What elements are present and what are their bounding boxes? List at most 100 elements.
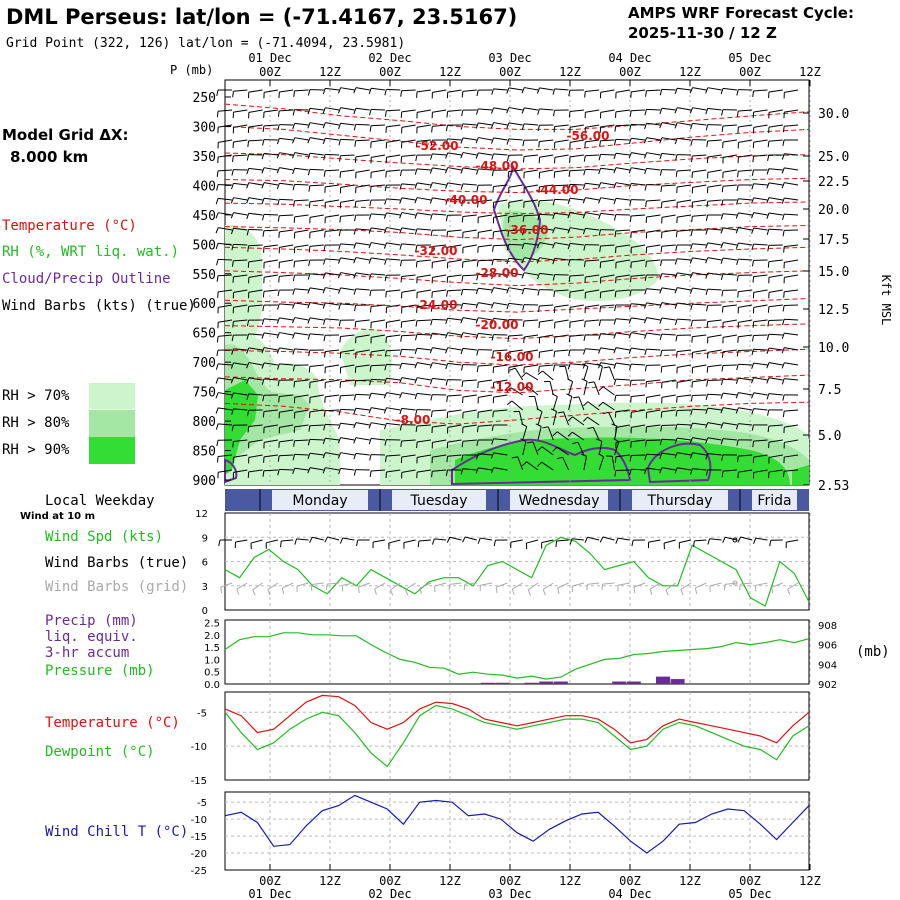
profile-wind-barb-flag: [783, 246, 785, 253]
profile-wind-barb-flag: [691, 155, 693, 162]
profile-wind-barb-flag: [215, 363, 219, 370]
profile-wind-barb: [264, 274, 278, 278]
profile-wind-barb: [340, 154, 355, 157]
profile-wind-barb-flag: [705, 87, 709, 94]
profile-wind-barb: [585, 109, 600, 113]
profile-wind-barb: [631, 229, 646, 233]
profile-wind-barb: [355, 228, 370, 231]
profile-wind-barb: [371, 319, 386, 323]
surface-wind-barb-true: [755, 537, 768, 541]
profile-wind-barb: [534, 396, 539, 411]
profile-wind-barb: [309, 364, 324, 367]
profile-wind-barb-flag: [506, 258, 510, 265]
profile-wind-barb-flag: [781, 167, 785, 174]
profile-wind-barb-flag: [521, 107, 525, 114]
profile-wind-barb: [554, 124, 569, 127]
profile-wind-barb: [248, 212, 263, 216]
profile-wind-barb: [401, 154, 416, 157]
profile-wind-barb-flag: [721, 125, 724, 132]
profile-wind-barb-flag: [522, 140, 525, 147]
dewpoint-line: [224, 704, 810, 768]
profile-wind-barb: [526, 385, 539, 396]
profile-wind-barb-flag: [277, 469, 280, 476]
profile-wind-barb-flag: [659, 137, 663, 144]
profile-wind-barb: [218, 454, 233, 457]
profile-wind-barb-flag: [353, 437, 357, 444]
profile-wind-barb: [493, 272, 508, 276]
profile-wind-barb-flag: [550, 408, 557, 412]
profile-wind-barb: [738, 319, 753, 323]
top-hour-label: 00Z: [619, 65, 641, 79]
profile-wind-barb: [416, 182, 431, 186]
profile-wind-barb: [279, 137, 294, 141]
profile-wind-barb: [600, 212, 615, 216]
profile-wind-barb: [263, 409, 278, 412]
profile-wind-barb-flag: [353, 453, 357, 460]
profile-wind-barb: [631, 454, 646, 457]
profile-wind-barb: [432, 109, 447, 113]
profile-wind-barb-flag: [491, 170, 494, 177]
profile-wind-barb-flag: [629, 455, 632, 462]
profile-wind-barb: [340, 243, 355, 246]
profile-wind-barb: [417, 377, 431, 381]
profile-wind-barb: [294, 214, 309, 218]
profile-wind-barb: [233, 139, 248, 143]
profile-wind-barb: [677, 272, 692, 276]
profile-wind-barb: [325, 229, 340, 232]
profile-wind-barb-flag: [307, 467, 311, 474]
profile-wind-barb-flag: [353, 288, 357, 295]
profile-wind-barb: [416, 89, 431, 93]
profile-wind-barb: [585, 274, 600, 278]
profile-wind-barb: [355, 257, 370, 261]
profile-wind-barb: [263, 378, 278, 381]
profile-wind-barb: [784, 124, 799, 127]
isotherm-line: [224, 246, 810, 263]
profile-wind-barb: [600, 153, 615, 156]
profile-wind-barb: [248, 139, 263, 142]
profile-wind-barb: [279, 439, 294, 443]
profile-wind-barb-flag: [613, 332, 617, 339]
profile-wind-barb-flag: [431, 126, 433, 133]
profile-wind-barb: [722, 364, 737, 367]
profile-wind-barb-flag: [445, 138, 449, 145]
surface-wind-barb-true-flag: [477, 537, 481, 544]
profile-wind-barb: [371, 392, 386, 396]
profile-wind-barb-flag: [720, 438, 724, 445]
profile-wind-barb-flag: [292, 123, 296, 130]
profile-wind-barb-flag: [583, 169, 586, 176]
profile-wind-barb-flag: [399, 243, 403, 250]
profile-wind-barb: [784, 274, 799, 278]
profile-wind-barb-flag: [369, 454, 372, 461]
profile-wind-barb: [279, 167, 294, 171]
profile-wind-barb: [631, 303, 646, 306]
profile-wind-barb-flag: [614, 395, 617, 402]
profile-wind-barb: [570, 139, 584, 143]
profile-wind-barb: [615, 152, 630, 156]
profile-wind-barb: [554, 242, 569, 246]
profile-wind-barb-flag: [445, 347, 449, 354]
profile-wind-barb: [600, 182, 615, 186]
height-tick-label: 10.0: [818, 341, 849, 356]
profile-wind-barb: [600, 167, 615, 171]
profile-wind-barb-flag: [675, 170, 678, 177]
profile-wind-barb-flag: [629, 380, 632, 387]
forecast-cycle-label: AMPS WRF Forecast Cycle:: [628, 4, 854, 22]
profile-wind-barb-flag: [720, 407, 724, 414]
profile-wind-barb: [587, 401, 600, 411]
profile-wind-barb: [447, 259, 462, 263]
profile-wind-barb: [723, 154, 737, 158]
profile-wind-barb: [325, 364, 340, 368]
profile-wind-barb: [508, 349, 523, 353]
profile-wind-barb: [218, 109, 233, 112]
profile-wind-barb-flag: [751, 243, 755, 251]
profile-wind-barb-flag: [582, 197, 586, 204]
profile-wind-barb: [552, 396, 558, 411]
legend-cloud: Cloud/Precip Outline: [2, 271, 171, 287]
profile-wind-barb: [585, 259, 600, 262]
profile-wind-barb-flag: [337, 87, 342, 94]
profile-wind-barb: [325, 467, 340, 471]
bottom-date-label: 03 Dec: [488, 887, 531, 900]
profile-wind-barb-flag: [476, 185, 479, 192]
profile-wind-barb-flag: [277, 303, 280, 310]
weekday-bar: Monday Tuesday Wednesday Thursday Frida: [225, 489, 809, 511]
